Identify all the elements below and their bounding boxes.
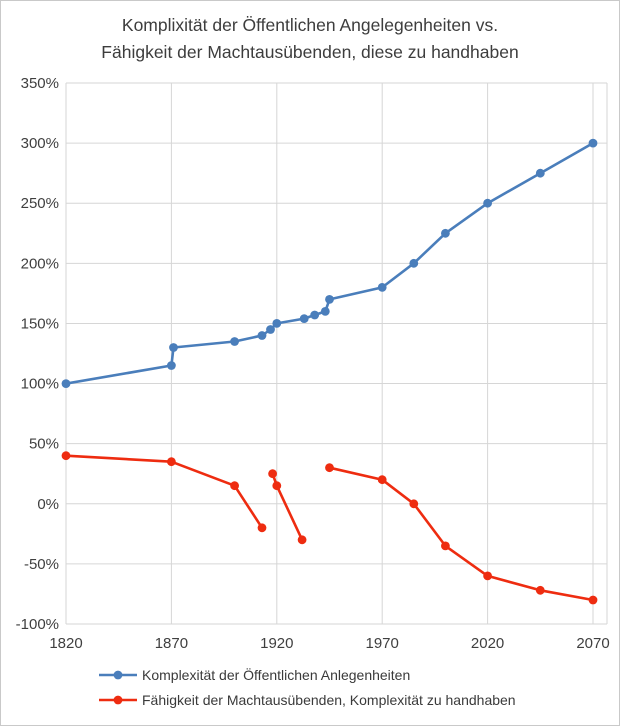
- x-tick-label: 1820: [49, 635, 82, 652]
- data-point-series-1: [230, 481, 240, 491]
- data-point-series-1: [588, 595, 598, 605]
- series-line-1: [64, 454, 264, 530]
- data-point-series-0: [266, 325, 275, 334]
- data-point-series-0: [441, 228, 450, 238]
- legend-marker-line-icon: [99, 695, 137, 705]
- y-tick-label: 0%: [37, 496, 59, 513]
- data-point-series-1: [409, 499, 419, 509]
- x-tick-label: 1920: [260, 635, 293, 652]
- data-point-series-0: [169, 343, 178, 352]
- legend-label-complexity: Komplexität der Öffentlichen Anlegenheit…: [142, 667, 411, 683]
- data-point-series-1: [325, 463, 334, 473]
- data-point-series-1: [441, 541, 450, 551]
- y-tick-label: 250%: [21, 195, 59, 212]
- data-point-series-1: [297, 535, 307, 545]
- legend-item-capability[interactable]: Fähigkeit der Machtausübenden, Komplexit…: [98, 689, 516, 711]
- data-point-series-0: [272, 319, 282, 328]
- data-point-series-1: [272, 481, 282, 491]
- chart-title-line1: Komplixität der Öffentlichen Angelegenhe…: [121, 15, 499, 35]
- y-tick-label: -100%: [16, 616, 59, 633]
- data-point-series-0: [230, 337, 240, 346]
- legend-marker-line-icon: [99, 670, 137, 680]
- data-point-series-1: [377, 475, 387, 485]
- data-point-series-0: [257, 331, 267, 340]
- x-tick-label: 1870: [155, 635, 188, 652]
- x-tick-label: 2070: [576, 635, 609, 652]
- data-point-series-0: [299, 314, 309, 323]
- y-tick-label: 300%: [21, 135, 59, 152]
- chart-title: Komplixität der Öffentlichen Angelegenhe…: [1, 12, 619, 66]
- data-point-series-0: [377, 283, 387, 292]
- data-point-series-0: [61, 379, 71, 388]
- data-point-series-0: [588, 138, 598, 148]
- data-point-series-0: [483, 198, 492, 208]
- y-tick-label: 100%: [21, 376, 59, 393]
- data-point-series-0: [325, 295, 334, 304]
- legend: Komplexität der Öffentlichen Anlegenheit…: [98, 664, 516, 711]
- data-point-series-0: [409, 258, 419, 268]
- data-point-series-1: [268, 469, 277, 479]
- data-point-series-0: [535, 168, 545, 178]
- data-point-series-1: [61, 451, 71, 461]
- legend-item-complexity[interactable]: Komplexität der Öffentlichen Anlegenheit…: [98, 664, 516, 686]
- data-point-series-1: [167, 457, 176, 467]
- chart-title-line2: Fähigkeit der Machtausübenden, diese zu …: [101, 42, 519, 62]
- data-point-series-1: [535, 585, 545, 595]
- x-tick-label: 2020: [471, 635, 504, 652]
- y-tick-label: 150%: [21, 315, 59, 332]
- data-point-series-1: [483, 571, 492, 581]
- data-point-series-0: [320, 307, 330, 316]
- y-tick-label: 350%: [21, 75, 59, 92]
- data-point-series-0: [310, 310, 320, 320]
- data-point-series-1: [257, 523, 267, 533]
- y-tick-label: -50%: [24, 556, 59, 573]
- x-tick-label: 1970: [366, 635, 399, 652]
- legend-label-capability: Fähigkeit der Machtausübenden, Komplexit…: [142, 692, 516, 708]
- series-line-1: [328, 466, 595, 602]
- data-point-series-0: [167, 361, 176, 370]
- y-tick-label: 50%: [29, 436, 59, 453]
- y-tick-label: 200%: [21, 255, 59, 272]
